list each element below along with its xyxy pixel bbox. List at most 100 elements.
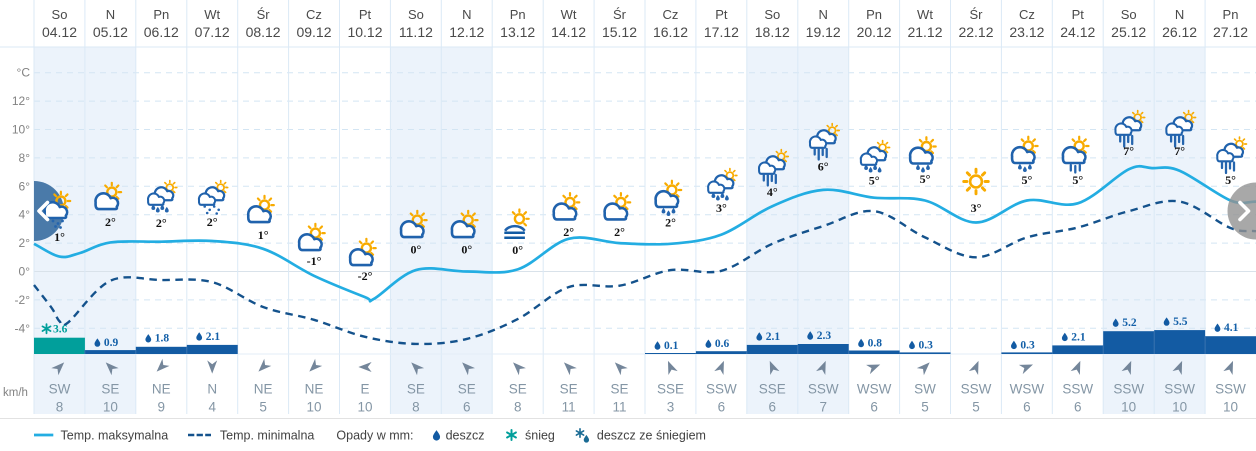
svg-text:21.12: 21.12 xyxy=(907,24,942,40)
svg-text:6: 6 xyxy=(463,400,471,415)
svg-text:SE: SE xyxy=(101,382,119,397)
svg-text:17.12: 17.12 xyxy=(704,24,739,40)
svg-text:5: 5 xyxy=(972,400,980,415)
svg-text:SSE: SSE xyxy=(657,382,684,397)
svg-text:śnieg: śnieg xyxy=(525,429,555,443)
svg-text:Pn: Pn xyxy=(866,7,882,22)
svg-text:Pt: Pt xyxy=(1072,7,1085,22)
svg-text:NE: NE xyxy=(254,382,273,397)
svg-text:25.12: 25.12 xyxy=(1111,24,1146,40)
svg-text:km/h: km/h xyxy=(3,387,28,399)
svg-text:2°: 2° xyxy=(207,215,218,229)
svg-text:Wt: Wt xyxy=(917,7,933,22)
svg-text:Śr: Śr xyxy=(970,7,984,22)
svg-text:19.12: 19.12 xyxy=(806,24,841,40)
svg-text:5°: 5° xyxy=(1225,173,1236,187)
svg-text:SW: SW xyxy=(914,382,936,397)
svg-text:7: 7 xyxy=(819,400,827,415)
svg-text:Opady w mm:: Opady w mm: xyxy=(336,429,413,443)
svg-text:08.12: 08.12 xyxy=(246,24,281,40)
svg-text:5: 5 xyxy=(259,400,267,415)
svg-text:6: 6 xyxy=(718,400,726,415)
svg-text:2°: 2° xyxy=(156,216,167,230)
svg-text:SW: SW xyxy=(49,382,71,397)
svg-text:10: 10 xyxy=(1121,400,1136,415)
svg-text:2.1: 2.1 xyxy=(1071,331,1086,343)
svg-text:16.12: 16.12 xyxy=(653,24,688,40)
svg-text:Pn: Pn xyxy=(1223,7,1239,22)
svg-text:°C: °C xyxy=(17,66,31,80)
svg-text:SE: SE xyxy=(407,382,425,397)
svg-text:Pn: Pn xyxy=(510,7,526,22)
svg-text:04.12: 04.12 xyxy=(42,24,77,40)
svg-text:Wt: Wt xyxy=(561,7,577,22)
svg-text:WSW: WSW xyxy=(857,382,892,397)
svg-text:N: N xyxy=(462,7,471,22)
svg-text:SSW: SSW xyxy=(1215,382,1246,397)
svg-text:2°: 2° xyxy=(614,225,625,239)
svg-text:3.6: 3.6 xyxy=(53,324,68,336)
svg-text:Cz: Cz xyxy=(306,7,322,22)
svg-text:7°: 7° xyxy=(1174,144,1185,158)
svg-text:4.1: 4.1 xyxy=(1224,322,1239,334)
svg-text:N: N xyxy=(819,7,828,22)
svg-text:6°: 6° xyxy=(818,160,829,174)
svg-text:05.12: 05.12 xyxy=(93,24,128,40)
svg-text:SE: SE xyxy=(560,382,578,397)
svg-text:11.12: 11.12 xyxy=(399,24,433,40)
svg-text:SSW: SSW xyxy=(1113,382,1144,397)
svg-text:5: 5 xyxy=(921,400,929,415)
svg-text:0.9: 0.9 xyxy=(104,337,119,349)
svg-text:8: 8 xyxy=(514,400,522,415)
svg-text:5°: 5° xyxy=(1021,173,1032,187)
svg-text:deszcz: deszcz xyxy=(446,429,485,443)
svg-text:1°: 1° xyxy=(54,230,65,244)
svg-text:SE: SE xyxy=(458,382,476,397)
svg-text:4°: 4° xyxy=(19,208,31,222)
svg-text:5.5: 5.5 xyxy=(1173,316,1188,328)
svg-text:2.1: 2.1 xyxy=(206,331,221,343)
svg-text:Cz: Cz xyxy=(1019,7,1035,22)
svg-text:26.12: 26.12 xyxy=(1162,24,1197,40)
svg-text:10: 10 xyxy=(103,400,118,415)
svg-text:7°: 7° xyxy=(1123,144,1134,158)
svg-text:So: So xyxy=(1121,7,1137,22)
svg-text:07.12: 07.12 xyxy=(195,24,230,40)
svg-text:0.8: 0.8 xyxy=(868,337,883,349)
svg-text:SE: SE xyxy=(610,382,628,397)
svg-text:0°: 0° xyxy=(410,243,421,257)
svg-text:13.12: 13.12 xyxy=(500,24,535,40)
svg-text:6: 6 xyxy=(870,400,878,415)
svg-text:11: 11 xyxy=(562,400,576,415)
svg-text:8°: 8° xyxy=(19,151,31,165)
svg-text:10.12: 10.12 xyxy=(347,24,382,40)
svg-text:WSW: WSW xyxy=(1010,382,1045,397)
svg-text:10: 10 xyxy=(357,400,372,415)
svg-text:2°: 2° xyxy=(665,216,676,230)
svg-text:SSW: SSW xyxy=(706,382,737,397)
svg-text:SE: SE xyxy=(509,382,527,397)
svg-text:E: E xyxy=(360,382,369,397)
svg-text:Pt: Pt xyxy=(359,7,372,22)
svg-text:SSW: SSW xyxy=(808,382,839,397)
svg-text:-2°: -2° xyxy=(358,269,373,283)
svg-text:6°: 6° xyxy=(19,179,31,193)
svg-text:0.1: 0.1 xyxy=(664,340,679,352)
svg-text:12°: 12° xyxy=(12,94,30,108)
svg-text:2°: 2° xyxy=(19,236,31,250)
svg-text:2°: 2° xyxy=(105,215,116,229)
svg-text:09.12: 09.12 xyxy=(296,24,331,40)
svg-text:NE: NE xyxy=(152,382,171,397)
svg-text:11: 11 xyxy=(612,400,626,415)
svg-text:Temp. minimalna: Temp. minimalna xyxy=(220,429,315,443)
svg-text:10: 10 xyxy=(1223,400,1238,415)
svg-text:-1°: -1° xyxy=(307,254,322,268)
svg-text:So: So xyxy=(408,7,424,22)
svg-text:8: 8 xyxy=(412,400,420,415)
svg-text:0°: 0° xyxy=(461,243,472,257)
svg-text:3°: 3° xyxy=(971,201,982,215)
svg-text:18.12: 18.12 xyxy=(755,24,790,40)
svg-text:8: 8 xyxy=(56,400,64,415)
svg-text:So: So xyxy=(764,7,780,22)
svg-text:27.12: 27.12 xyxy=(1213,24,1248,40)
